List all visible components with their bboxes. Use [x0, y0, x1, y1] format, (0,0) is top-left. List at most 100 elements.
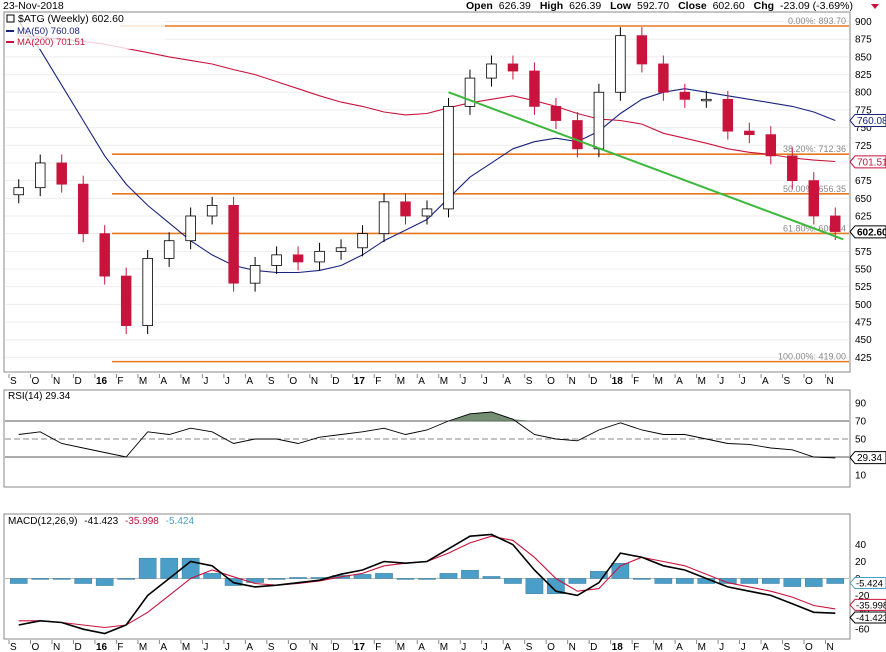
macd-panel: 40200-20-40-60-5.424-35.998-41.423 MACD(… — [3, 513, 886, 640]
macd-tag-signal — [849, 598, 886, 611]
x-axis-label: O — [31, 642, 39, 652]
price-candle — [615, 35, 626, 93]
x-axis-label: N — [311, 376, 318, 387]
rsi-tick-label: 10 — [855, 471, 867, 482]
x-axis-label: O — [289, 376, 297, 387]
x-axis-label: F — [117, 642, 123, 652]
price-tick-label: 675 — [855, 176, 872, 187]
price-tick-label: 875 — [855, 35, 872, 46]
price-x-axis: S O N D 16 F M A M J J A S O N D 17 F M A M J J A S O N D 18 F M A M J J A S… — [8, 374, 834, 387]
macd-tick-label: -20 — [855, 591, 870, 602]
price-candle — [77, 183, 89, 235]
price-tag-ma50 — [849, 113, 886, 127]
x-axis-label: J — [741, 376, 746, 387]
macd-histogram-bar — [633, 578, 651, 580]
rsi-overbought-fill — [512, 419, 535, 421]
chg-label: Chg — [754, 0, 774, 12]
rsi-label: RSI(14) 29.34 — [8, 391, 71, 402]
macd-histogram-bar — [654, 578, 673, 584]
chg-down-arrow-icon — [871, 4, 879, 9]
rsi-tick-label: 70 — [855, 417, 867, 428]
open-label: Open — [466, 0, 493, 12]
x-axis-label: O — [805, 642, 813, 652]
low-value: 592.70 — [637, 0, 669, 12]
price-candle — [99, 233, 110, 277]
ma200-line — [18, 35, 836, 163]
macd-histogram-bar — [74, 578, 93, 584]
price-tick-label: 575 — [855, 247, 872, 258]
x-axis-label: S — [526, 642, 533, 652]
x-axis-label: S — [268, 642, 275, 652]
macd-legend-signal: -35.998 — [125, 516, 159, 527]
legend-symbol: $ATG (Weekly) 602.60 — [18, 13, 124, 25]
price-tag-ma50-label: 760.08 — [857, 116, 886, 127]
macd-x-axis: S O N D 16 F M A M J J A S O N D 17 F M A M J J A S O N D 18 F M A M J J A S… — [8, 640, 834, 652]
trendline — [448, 91, 844, 241]
x-axis-label: M — [440, 376, 448, 387]
price-candle — [142, 258, 153, 326]
price-candle — [56, 162, 67, 185]
macd-legend: MACD(12,26,9) -41.423 -35.998 -5.424 — [8, 516, 194, 527]
price-candle — [443, 105, 454, 210]
x-axis-label: M — [698, 642, 706, 652]
x-axis-label: O — [289, 642, 297, 652]
macd-tag-macd-label: -41.423 — [856, 613, 886, 624]
x-axis-label: S — [10, 642, 17, 652]
price-candle — [507, 63, 519, 72]
price-candle — [292, 254, 304, 263]
x-axis-label: F — [375, 376, 381, 387]
macd-histogram-bar — [740, 578, 759, 584]
x-axis-label: M — [397, 642, 405, 652]
x-axis-label: M — [182, 376, 190, 387]
price-tick-label: 850 — [855, 52, 872, 63]
macd-histogram-bar — [568, 578, 587, 584]
macd-legend-name: MACD(12,26,9) — [8, 516, 77, 527]
x-axis-label: A — [676, 376, 683, 387]
macd-tag-hist — [849, 577, 886, 590]
price-tag-ma200-label: 701.51 — [857, 157, 886, 168]
x-axis-label: D — [590, 642, 597, 652]
macd-histogram-bar — [160, 557, 178, 579]
price-candle — [464, 77, 476, 107]
macd-histogram-bar — [439, 573, 458, 579]
macd-histogram-bar — [461, 570, 479, 579]
x-axis-label: A — [246, 642, 253, 652]
x-axis-label: N — [827, 642, 834, 652]
x-axis-label: N — [53, 376, 60, 387]
macd-histogram-bar — [783, 578, 802, 587]
rsi-overbought-fill — [469, 412, 492, 421]
macd-tick-label: -60 — [855, 625, 870, 636]
x-axis-label: S — [784, 642, 791, 652]
high-value: 626.39 — [569, 0, 601, 12]
fib-level-label: 38.20%: 712.36 — [783, 144, 846, 154]
macd-legend-macd: -41.423 — [84, 516, 118, 527]
price-candle — [314, 250, 325, 263]
price-tick-label: 550 — [855, 265, 872, 276]
x-axis-label: F — [633, 376, 639, 387]
x-axis-label: S — [10, 376, 17, 387]
x-axis-label: 17 — [354, 376, 366, 387]
price-candle — [486, 63, 497, 79]
ohlc-readout: Open 626.39 High 626.39 Low 592.70 Close… — [466, 0, 853, 12]
x-axis-label: 16 — [96, 376, 108, 387]
price-candle — [378, 201, 390, 235]
price-candle — [163, 240, 175, 259]
x-axis-label: S — [784, 376, 791, 387]
x-axis-label: 17 — [354, 642, 366, 652]
price-candle — [206, 204, 218, 217]
price-tick-label: 825 — [855, 70, 872, 81]
x-axis-label: J — [225, 376, 230, 387]
macd-line — [18, 533, 836, 635]
x-axis-label: J — [483, 642, 488, 652]
price-tick-label: 750 — [855, 123, 872, 134]
price-tick-label: 625 — [855, 211, 872, 222]
macd-histogram-bar — [804, 578, 823, 587]
close-value: 602.60 — [713, 0, 745, 12]
macd-histogram-bar — [590, 571, 608, 579]
x-axis-label: J — [719, 376, 724, 387]
macd-histogram-bar — [719, 578, 737, 584]
x-axis-label: A — [160, 376, 167, 387]
x-axis-label: F — [117, 376, 123, 387]
x-axis-label: M — [440, 642, 448, 652]
rsi-tick-label: 90 — [855, 399, 867, 410]
